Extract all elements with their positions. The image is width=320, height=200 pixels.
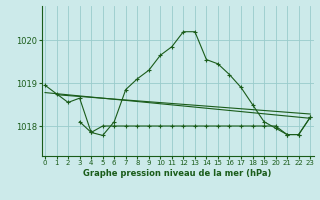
X-axis label: Graphe pression niveau de la mer (hPa): Graphe pression niveau de la mer (hPa) (84, 169, 272, 178)
